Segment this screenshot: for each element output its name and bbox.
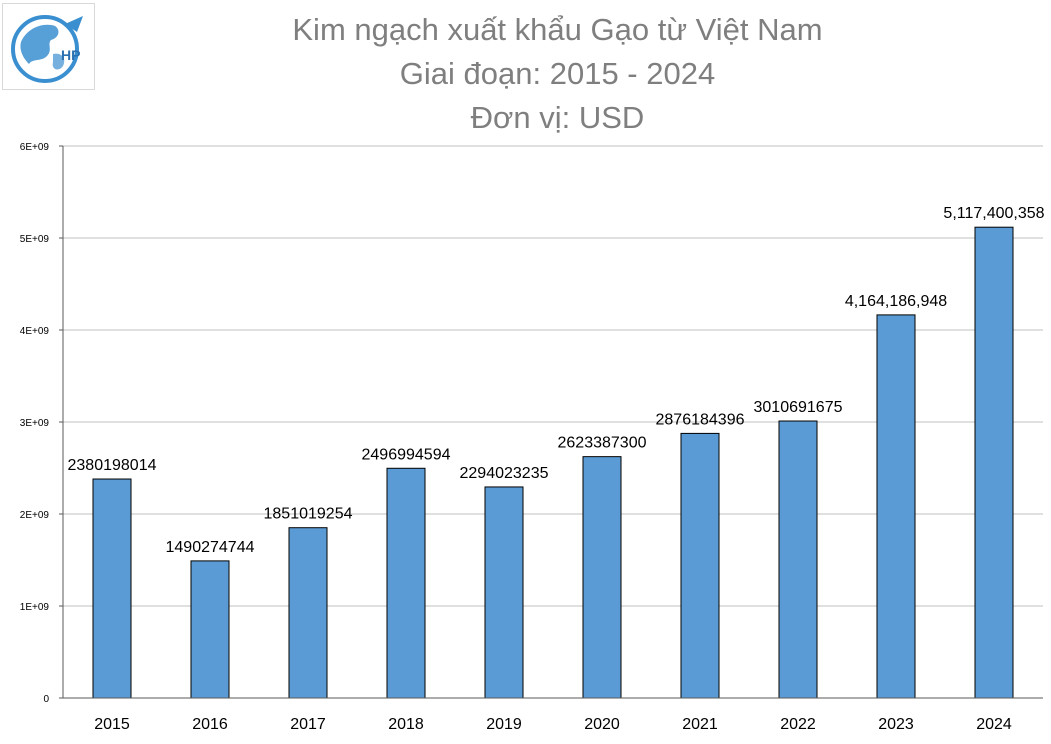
data-label-2015: 2380198014 [68, 457, 157, 474]
bar-2020 [582, 456, 622, 699]
data-label-2020: 2623387300 [558, 435, 647, 452]
bar-2019 [484, 486, 524, 699]
x-tick-label: 2016 [192, 716, 228, 733]
bar-2024 [974, 226, 1014, 699]
bar-2016 [190, 560, 230, 699]
bar-2017 [288, 527, 328, 699]
data-label-2024: 5,117,400,358 [943, 205, 1044, 222]
y-tick-label: 1E+09 [20, 602, 50, 613]
bar-2021 [680, 432, 720, 699]
x-tick-label: 2018 [388, 716, 424, 733]
x-tick-label: 2021 [682, 716, 718, 733]
y-tick-label: 4E+09 [20, 326, 50, 337]
data-label-2018: 2496994594 [362, 446, 451, 463]
x-axis: 2015 2016 2017 2018 2019 2020 2021 2022 2023 2024 [63, 697, 1043, 733]
data-label-2021: 2876184396 [656, 411, 745, 428]
y-tick-label: 5E+09 [20, 234, 50, 245]
bar-2018 [386, 467, 426, 699]
bar-2022 [778, 420, 818, 699]
x-tick-label: 2019 [486, 716, 522, 733]
x-tick-label: 2020 [584, 716, 620, 733]
y-tick-label: 3E+09 [20, 418, 50, 429]
x-tick-label: 2023 [878, 716, 914, 733]
data-label-2023: 4,164,186,948 [845, 293, 947, 310]
x-tick-label: 2024 [976, 716, 1012, 733]
data-label-2017: 1851019254 [264, 506, 353, 523]
y-tick-label: 0 [43, 694, 49, 705]
data-label-2016: 1490274744 [166, 539, 255, 556]
chart-subtitle: Giai đoạn: 2015 - 2024 [399, 56, 716, 91]
company-logo: HP [2, 3, 95, 90]
data-label-2019: 2294023235 [460, 465, 549, 482]
x-tick-label: 2017 [290, 716, 326, 733]
y-axis: 0 1E+09 2E+09 3E+09 4E+09 5E+09 6E+09 [20, 142, 64, 705]
bar-2023 [876, 314, 916, 699]
bar-2015 [92, 478, 132, 699]
x-tick-label: 2015 [94, 716, 130, 733]
globe-logo-icon: HP [11, 15, 83, 83]
x-tick-label: 2022 [780, 716, 816, 733]
logo-text: HP [61, 47, 80, 63]
data-labels: 2380198014 1490274744 1851019254 2496994594… [68, 205, 1045, 556]
y-tick-label: 2E+09 [20, 510, 50, 521]
y-tick-label: 6E+09 [20, 142, 50, 153]
bars [92, 226, 1014, 699]
chart-unit: Đơn vị: USD [470, 100, 645, 135]
chart-title: Kim ngạch xuất khẩu Gạo từ Việt Nam [292, 12, 823, 47]
data-label-2022: 3010691675 [754, 399, 843, 416]
